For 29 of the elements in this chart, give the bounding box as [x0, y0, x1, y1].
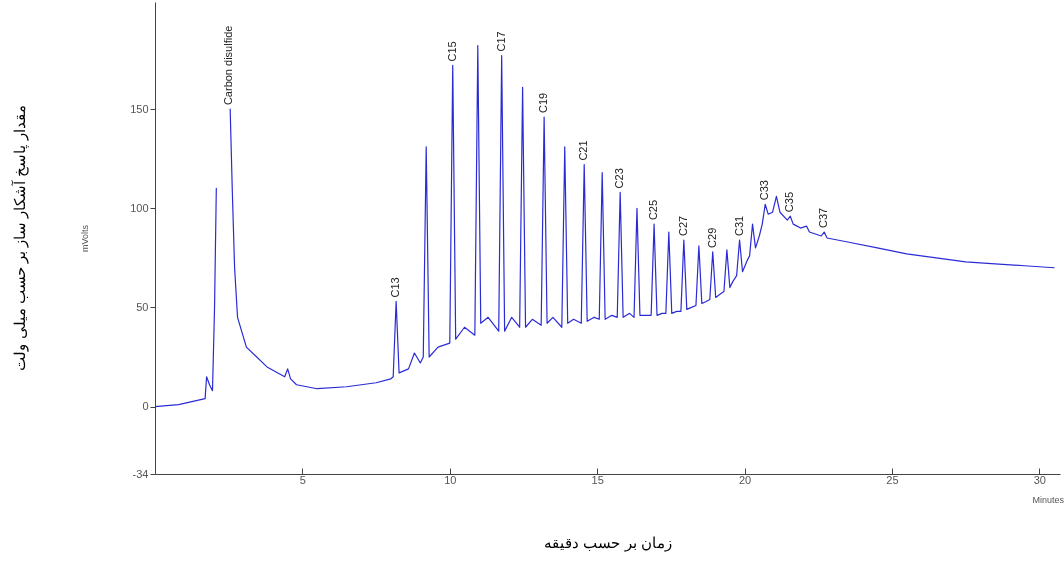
- x-tick-label: 25: [886, 473, 899, 486]
- annotation: C13: [389, 277, 402, 298]
- annotation: C17: [494, 31, 507, 52]
- x-axis-title: زمان بر حسب دقیقه: [544, 533, 672, 552]
- annotation: Carbon disulfide: [221, 25, 234, 106]
- text: Minutes: [1032, 495, 1064, 505]
- y-tick-label: 150: [130, 102, 149, 115]
- y-tick-label: 0: [142, 400, 149, 413]
- annotation: C15: [445, 41, 458, 62]
- annotation: C21: [577, 140, 590, 161]
- y-tick-label: 50: [136, 300, 149, 313]
- annotation: C29: [705, 227, 718, 248]
- y-tick-label: -34: [132, 467, 149, 480]
- x-tick-label: 10: [444, 473, 457, 486]
- annotation: C37: [817, 207, 830, 229]
- annotation: C35: [783, 192, 796, 213]
- annotation: C31: [732, 215, 745, 236]
- y-tick-label: 100: [130, 201, 149, 214]
- y-axis-title: mVolts: [80, 224, 91, 253]
- x-tick-label: 30: [1033, 473, 1046, 486]
- annotation: C33: [758, 180, 771, 201]
- annotation: C19: [537, 92, 550, 114]
- annotation: C27: [676, 215, 689, 236]
- x-tick-label: 20: [738, 473, 752, 486]
- x-tick-label: 15: [591, 473, 604, 486]
- annotation: C25: [647, 199, 660, 221]
- text: مقدار پاسخ آشکار ساز بر حسب میلی ولت: [11, 105, 29, 371]
- annotation: C23: [613, 168, 626, 189]
- x-tick-label: 5: [299, 473, 306, 486]
